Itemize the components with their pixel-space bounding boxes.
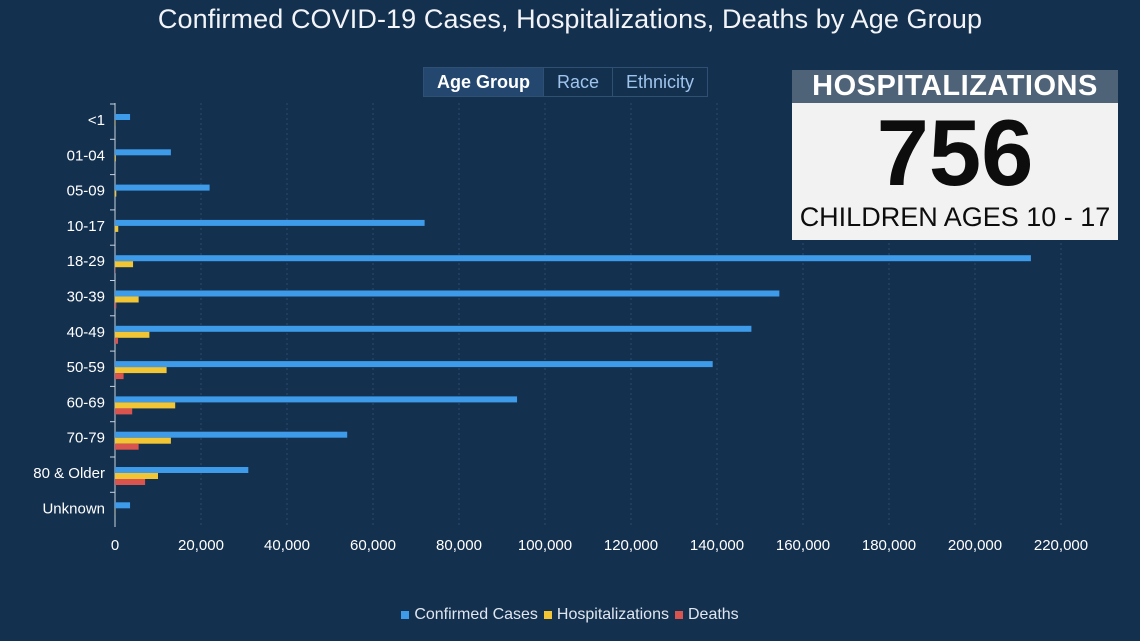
deaths-bar	[115, 337, 119, 344]
y-tick-label: 50-59	[67, 359, 105, 376]
hospitalizations-bar	[115, 331, 150, 338]
confirmed-bar	[115, 184, 210, 191]
confirmed-bar	[115, 502, 131, 509]
tab-ethnicity[interactable]: Ethnicity	[626, 72, 695, 92]
y-tick-label: 01-04	[67, 147, 105, 164]
hospitalizations-bar	[115, 190, 117, 197]
legend-swatch	[674, 610, 683, 619]
y-tick-label: 30-39	[67, 289, 105, 306]
y-tick-label: <1	[88, 112, 105, 129]
hospitalizations-bar	[115, 473, 158, 479]
hospitalizations-bar	[115, 155, 116, 162]
hospitalizations-bar	[115, 296, 139, 303]
hospitalizations-bar	[115, 437, 171, 444]
confirmed-bar	[115, 149, 171, 156]
legend-label: Confirmed Cases	[414, 606, 538, 623]
tab-race[interactable]: Race	[544, 68, 614, 96]
x-tick-label: 140,000	[690, 537, 744, 554]
hospitalizations-bar	[115, 225, 119, 232]
callout-number: 756	[876, 100, 1034, 205]
x-tick-label: 80,000	[436, 537, 482, 554]
confirmed-bar	[115, 255, 1031, 262]
hospitalizations-bar	[115, 261, 134, 268]
x-tick-label: 200,000	[948, 537, 1002, 554]
confirmed-bar	[115, 325, 752, 332]
callout-heading: HOSPITALIZATIONS	[792, 70, 1118, 103]
confirmed-bar	[115, 467, 249, 473]
y-tick-label: 80 & Older	[33, 465, 105, 482]
tab-age-group[interactable]: Age Group	[424, 68, 544, 96]
hospitalizations-bar	[115, 402, 176, 409]
x-tick-label: 120,000	[604, 537, 658, 554]
deaths-bar	[115, 408, 133, 415]
x-tick-label: 0	[111, 537, 119, 554]
deaths-bar	[115, 479, 146, 485]
hospitalizations-callout: HOSPITALIZATIONS 756 CHILDREN AGES 10 - …	[792, 70, 1118, 240]
x-tick-label: 40,000	[264, 537, 310, 554]
legend-item[interactable]: Confirmed Cases	[401, 606, 538, 624]
deaths-bar	[115, 302, 117, 309]
legend-item[interactable]: Hospitalizations	[543, 606, 669, 624]
confirmed-bar	[115, 290, 780, 297]
confirmed-bar	[115, 431, 348, 438]
y-tick-label: Unknown	[42, 500, 105, 517]
legend-label: Hospitalizations	[556, 606, 669, 623]
x-tick-label: 180,000	[862, 537, 916, 554]
confirmed-bar	[115, 114, 131, 120]
hospitalizations-bar	[115, 367, 167, 374]
legend-swatch	[543, 610, 552, 619]
x-tick-label: 60,000	[350, 537, 396, 554]
callout-subtitle: CHILDREN AGES 10 - 17	[799, 202, 1111, 232]
legend-label: Deaths	[687, 606, 739, 623]
y-tick-label: 10-17	[67, 218, 105, 235]
legend-item[interactable]: Deaths	[674, 606, 739, 624]
group-tabs: Age Group Race Ethnicity	[423, 67, 709, 97]
confirmed-bar	[115, 219, 425, 226]
y-tick-label: 18-29	[67, 253, 105, 270]
x-tick-label: 220,000	[1034, 537, 1088, 554]
y-tick-label: 40-49	[67, 324, 105, 341]
legend-swatch	[401, 610, 410, 619]
chart-legend: Confirmed Cases Hospitalizations Deaths	[0, 606, 1140, 624]
confirmed-bar	[115, 361, 713, 368]
y-tick-label: 60-69	[67, 394, 105, 411]
x-tick-label: 160,000	[776, 537, 830, 554]
confirmed-bar	[115, 396, 518, 403]
x-tick-label: 20,000	[178, 537, 224, 554]
deaths-bar	[115, 373, 124, 380]
chart-title: Confirmed COVID-19 Cases, Hospitalizatio…	[157, 4, 983, 34]
x-tick-label: 100,000	[518, 537, 572, 554]
y-tick-label: 05-09	[67, 183, 105, 200]
y-tick-label: 70-79	[67, 430, 105, 447]
deaths-bar	[115, 443, 139, 450]
